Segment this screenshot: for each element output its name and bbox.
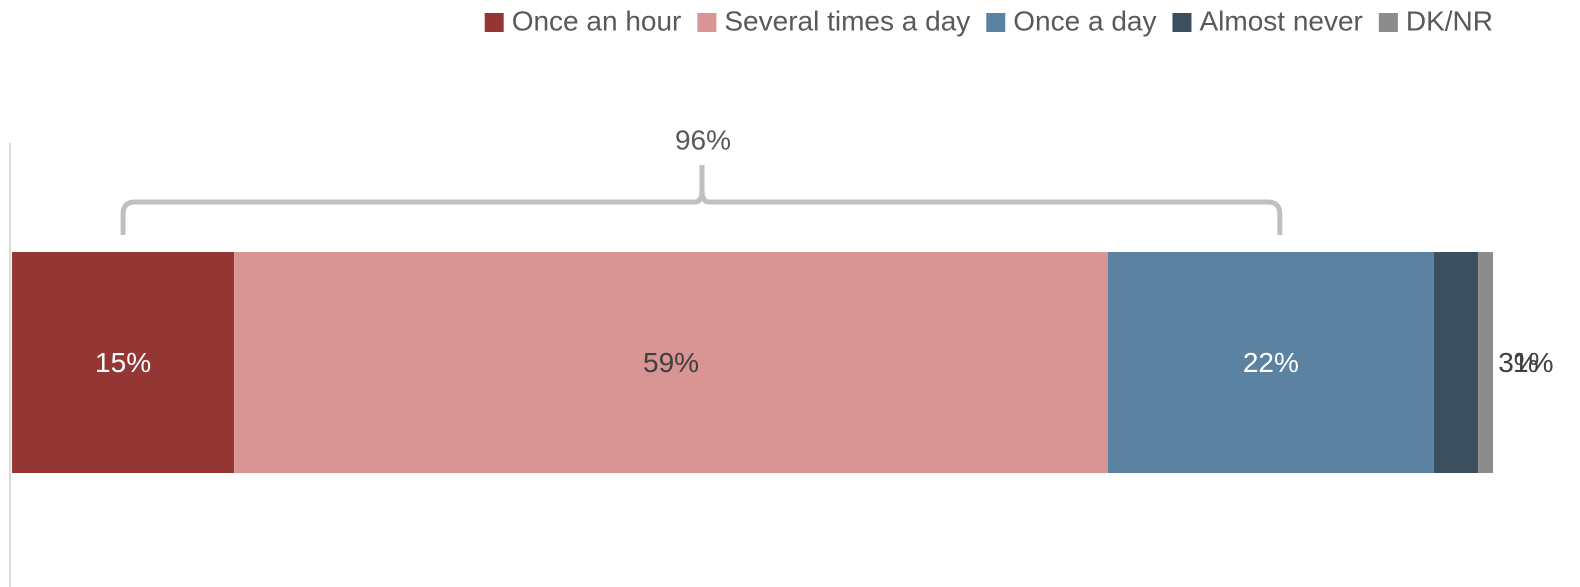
- bar-segment: [1433, 252, 1479, 473]
- value-label: 3%: [1498, 347, 1538, 378]
- legend-label: Once an hour: [512, 5, 682, 36]
- legend-swatch: [986, 13, 1006, 32]
- value-label: 59%: [643, 347, 699, 378]
- value-label: 1%: [1513, 347, 1553, 378]
- bar-segment: [1107, 252, 1434, 473]
- legend-label: Several times a day: [724, 5, 970, 36]
- bracket: [120, 165, 1283, 235]
- bar-segment: [12, 252, 235, 473]
- legend-swatch: [1378, 13, 1398, 32]
- legend-label: Once a day: [1013, 5, 1156, 36]
- legend-label: DK/NR: [1406, 5, 1493, 36]
- value-label: 15%: [95, 347, 151, 378]
- value-label: 22%: [1243, 347, 1299, 378]
- legend-swatch: [1172, 13, 1192, 32]
- bar-segment: [234, 252, 1108, 473]
- legend-swatch: [697, 13, 717, 32]
- bar-segment: [1478, 252, 1493, 473]
- legend-swatch: [484, 13, 504, 32]
- legend-label: Almost never: [1199, 5, 1362, 36]
- annotation: 96%: [675, 124, 731, 155]
